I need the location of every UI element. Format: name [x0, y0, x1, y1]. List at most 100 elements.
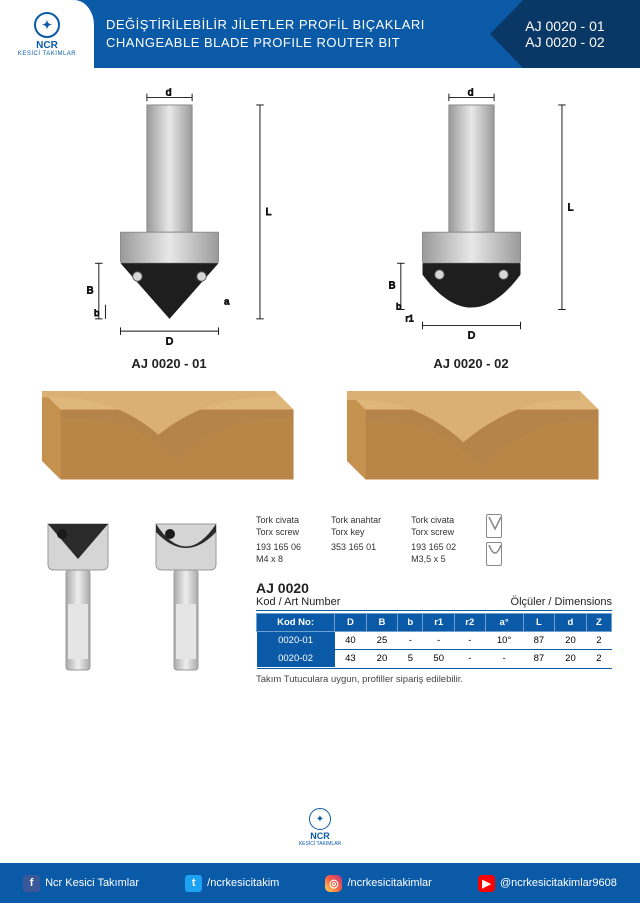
table-cell: 43	[335, 650, 367, 668]
table-cell: -	[423, 631, 455, 649]
model-code-badge: AJ 0020 - 01 AJ 0020 - 02	[490, 0, 640, 68]
part-1: Tork civata Torx screw 193 165 06 M4 x 8	[256, 514, 301, 566]
logo-icon: ✦	[34, 12, 60, 38]
part-1-size: M4 x 8	[256, 553, 301, 565]
table-col: d	[555, 613, 587, 631]
svg-text:r1: r1	[405, 313, 413, 324]
table-right-header: Ölçüler / Dimensions	[511, 596, 612, 608]
social-twitter[interactable]: t/ncrkesicitakim	[185, 875, 279, 892]
part-2: Tork anahtar Torx key 353 165 01	[331, 514, 381, 566]
part-2-en: Torx key	[331, 526, 381, 538]
table-cell: -	[398, 631, 423, 649]
table-col: Kod No:	[257, 613, 335, 631]
instagram-icon: ◎	[325, 875, 342, 892]
bit-diagram-02: d L B b r1 D	[349, 88, 594, 352]
table-cell: 50	[423, 650, 455, 668]
part-1-en: Torx screw	[256, 526, 301, 538]
table-cell: 2	[586, 650, 611, 668]
svg-text:L: L	[567, 202, 573, 213]
table-cell: -	[455, 650, 486, 668]
table-cell: 25	[366, 631, 398, 649]
youtube-handle: @ncrkesicitakimlar9608	[500, 877, 617, 889]
diagram-row: d L B b a D	[28, 88, 612, 371]
table-col: r2	[455, 613, 486, 631]
brand-sub: KESİCİ TAKIMLAR	[18, 51, 76, 57]
parts-list: Tork civata Torx screw 193 165 06 M4 x 8…	[256, 514, 612, 566]
svg-text:d: d	[467, 88, 473, 99]
model-code-2: AJ 0020 - 02	[525, 34, 604, 50]
part-2-num: 353 165 01	[331, 541, 381, 553]
part-2-tr: Tork anahtar	[331, 514, 381, 526]
svg-text:a: a	[224, 296, 230, 307]
table-cell: 20	[555, 650, 587, 668]
facebook-handle: Ncr Kesici Takımlar	[45, 877, 139, 889]
table-row: 0020-024320550--87202	[257, 650, 612, 668]
social-youtube[interactable]: ▶ @ncrkesicitakimlar9608	[478, 875, 617, 892]
footer-bar: fNcr Kesici Takımlar t/ncrkesicitakim ◎ /…	[0, 863, 640, 903]
svg-text:b: b	[396, 300, 401, 311]
table-row: 0020-014025---10°87202	[257, 631, 612, 649]
table-col: a°	[485, 613, 523, 631]
twitter-icon: t	[185, 875, 202, 892]
part-1-tr: Tork civata	[256, 514, 301, 526]
table-cell: 40	[335, 631, 367, 649]
product-photo-1	[28, 514, 128, 694]
product-photo-2	[136, 514, 236, 694]
table-cell: -	[455, 631, 486, 649]
lower-row: Tork civata Torx screw 193 165 06 M4 x 8…	[28, 514, 612, 694]
svg-text:b: b	[94, 307, 99, 318]
model-code-1: AJ 0020 - 01	[525, 18, 604, 34]
product-photo-col	[28, 514, 238, 694]
svg-text:B: B	[86, 285, 93, 296]
table-col: L	[523, 613, 555, 631]
logo-block: ✦ NCR KESİCİ TAKIMLAR	[0, 0, 94, 68]
table-cell: 87	[523, 631, 555, 649]
svg-text:L: L	[265, 207, 271, 218]
part-3-size: M3,5 x 5	[411, 553, 456, 565]
page-title: DEĞİŞTİRİLEBİLİR JİLETLER PROFİL BIÇAKLA…	[106, 16, 425, 52]
part-3-num: 193 165 02	[411, 541, 456, 553]
svg-text:D: D	[165, 336, 172, 347]
table-col: D	[335, 613, 367, 631]
youtube-icon: ▶	[478, 875, 495, 892]
content-area: d L B b a D	[0, 68, 640, 694]
part-3-en: Torx screw	[411, 526, 456, 538]
svg-text:B: B	[388, 281, 395, 292]
table-cell: 87	[523, 650, 555, 668]
table-col: r1	[423, 613, 455, 631]
part-3-tr: Tork civata	[411, 514, 456, 526]
svg-text:D: D	[467, 331, 474, 342]
table-cell: 20	[555, 631, 587, 649]
wood-sample-02	[333, 377, 613, 494]
wood-row	[28, 377, 612, 494]
table-title-row: AJ 0020 Kod / Art Number Ölçüler / Dimen…	[256, 580, 612, 611]
header-bar: ✦ NCR KESİCİ TAKIMLAR DEĞİŞTİRİLEBİLİR J…	[0, 0, 640, 68]
profile-icon-u	[486, 542, 502, 566]
table-cell: 5	[398, 650, 423, 668]
social-instagram[interactable]: ◎ /ncrkesicitakimlar	[325, 875, 431, 892]
product-label-01: AJ 0020 - 01	[131, 356, 206, 371]
table-col: B	[366, 613, 398, 631]
social-facebook[interactable]: fNcr Kesici Takımlar	[23, 875, 139, 892]
bit-diagram-01: d L B b a D	[47, 88, 292, 352]
profile-icon-v	[486, 514, 502, 538]
title-tr: DEĞİŞTİRİLEBİLİR JİLETLER PROFİL BIÇAKLA…	[106, 16, 425, 34]
spec-column: Tork civata Torx screw 193 165 06 M4 x 8…	[256, 514, 612, 694]
part-3: Tork civata Torx screw 193 165 02 M3,5 x…	[411, 514, 456, 566]
diagram-left: d L B b a D	[28, 88, 310, 371]
table-model: AJ 0020	[256, 580, 340, 596]
dimensions-table: Kod No:DBbr1r2a°LdZ 0020-014025---10°872…	[256, 613, 612, 669]
instagram-handle: /ncrkesicitakimlar	[347, 877, 431, 889]
twitter-handle: /ncrkesicitakim	[207, 877, 279, 889]
footer-logo: ✦ NCR KESİCİ TAKIMLAR	[0, 808, 640, 847]
table-cell: 10°	[485, 631, 523, 649]
table-cell: 0020-01	[257, 631, 335, 649]
product-label-02: AJ 0020 - 02	[433, 356, 508, 371]
footer-brand: NCR	[310, 831, 330, 841]
part-1-num: 193 165 06	[256, 541, 301, 553]
table-cell: 0020-02	[257, 650, 335, 668]
table-note: Takım Tutuculara uygun, profiller sipari…	[256, 674, 612, 685]
brand-name: NCR	[36, 40, 58, 51]
diagram-right: d L B b r1 D	[330, 88, 612, 371]
wood-sample-01	[28, 377, 308, 494]
